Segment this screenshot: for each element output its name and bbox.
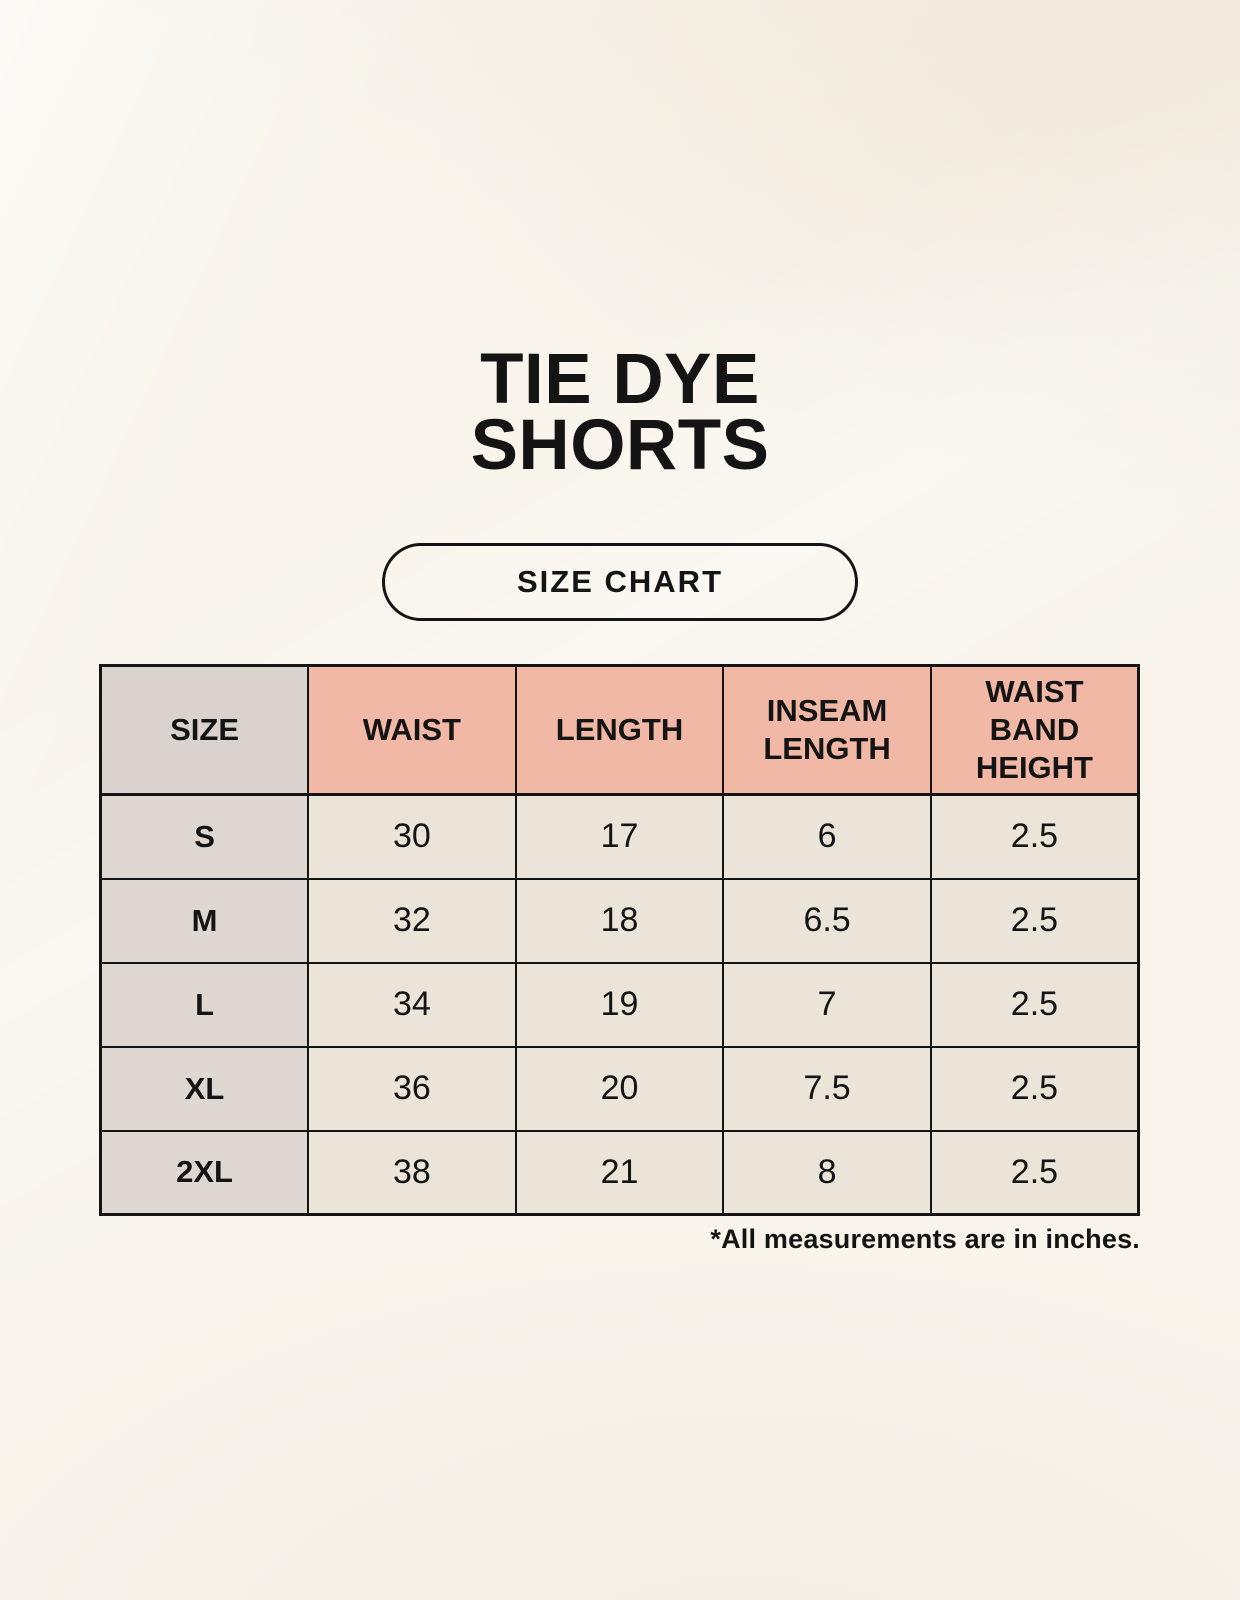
column-header-waist: WAIST bbox=[307, 664, 517, 796]
page-title: TIE DYE SHORTS bbox=[0, 340, 1240, 485]
length-value: 21 bbox=[514, 1129, 725, 1216]
size-label: XL bbox=[99, 1045, 310, 1132]
page-title-line1: TIE DYE bbox=[480, 340, 760, 419]
column-header-size: SIZE bbox=[99, 664, 310, 796]
size-label: S bbox=[99, 793, 310, 880]
waist-value: 30 bbox=[307, 793, 517, 880]
table-row-s: S 30 17 6 2.5 bbox=[99, 793, 1140, 880]
inseam-length-value: 6.5 bbox=[722, 877, 932, 964]
table-row-xl: XL 36 20 7.5 2.5 bbox=[99, 1045, 1140, 1132]
size-label: 2XL bbox=[99, 1129, 310, 1216]
waist-band-height-value: 2.5 bbox=[929, 793, 1140, 880]
column-header-inseam-length: INSEAM LENGTH bbox=[722, 664, 932, 796]
column-header-waist-band-height: WAIST BAND HEIGHT bbox=[929, 664, 1140, 796]
length-value: 17 bbox=[514, 793, 725, 880]
table-row-m: M 32 18 6.5 2.5 bbox=[99, 877, 1140, 964]
waist-band-height-value: 2.5 bbox=[929, 877, 1140, 964]
inseam-length-value: 8 bbox=[722, 1129, 932, 1216]
waist-band-height-value: 2.5 bbox=[929, 961, 1140, 1048]
waist-value: 38 bbox=[307, 1129, 517, 1216]
table-row-2xl: 2XL 38 21 8 2.5 bbox=[99, 1129, 1140, 1216]
page-title-line2: SHORTS bbox=[470, 406, 770, 485]
size-chart-badge-label: SIZE CHART bbox=[517, 564, 723, 599]
header-row: SIZE WAIST LENGTH INSEAM LENGTH WAIST BA… bbox=[99, 664, 1140, 796]
size-label: L bbox=[99, 961, 310, 1048]
table-row-l: L 34 19 7 2.5 bbox=[99, 961, 1140, 1048]
inseam-length-value: 7.5 bbox=[722, 1045, 932, 1132]
waist-value: 32 bbox=[307, 877, 517, 964]
column-header-length: LENGTH bbox=[514, 664, 725, 796]
size-chart-table-header: SIZE WAIST LENGTH INSEAM LENGTH WAIST BA… bbox=[99, 664, 1140, 796]
size-chart-badge: SIZE CHART bbox=[382, 543, 858, 621]
waist-value: 36 bbox=[307, 1045, 517, 1132]
length-value: 20 bbox=[514, 1045, 725, 1132]
size-chart-table: SIZE WAIST LENGTH INSEAM LENGTH WAIST BA… bbox=[99, 664, 1140, 1216]
waist-value: 34 bbox=[307, 961, 517, 1048]
measurements-footnote: *All measurements are in inches. bbox=[710, 1224, 1140, 1254]
waist-band-height-value: 2.5 bbox=[929, 1129, 1140, 1216]
length-value: 18 bbox=[514, 877, 725, 964]
waist-band-height-value: 2.5 bbox=[929, 1045, 1140, 1132]
length-value: 19 bbox=[514, 961, 725, 1048]
inseam-length-value: 7 bbox=[722, 961, 932, 1048]
inseam-length-value: 6 bbox=[722, 793, 932, 880]
size-label: M bbox=[99, 877, 310, 964]
size-chart-table-body: S 30 17 6 2.5 M 32 18 6.5 2.5 L 34 19 7 … bbox=[99, 793, 1140, 1216]
